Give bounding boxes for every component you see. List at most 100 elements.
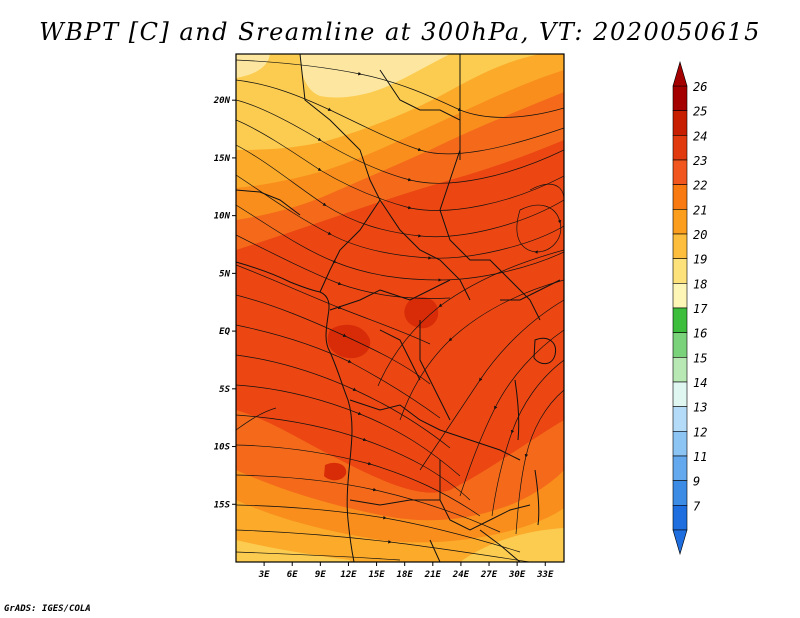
colorbar-bottom-arrow xyxy=(672,529,688,556)
colorbar-label: 13 xyxy=(693,401,707,415)
lon-label: 24E xyxy=(452,570,470,580)
lon-label: 15E xyxy=(368,570,385,580)
colorbar-swatch xyxy=(672,258,688,284)
lat-label: 15S xyxy=(214,500,231,510)
colorbar-swatch xyxy=(672,431,688,457)
colorbar-swatch xyxy=(672,480,688,506)
field-south-20 xyxy=(236,540,350,562)
lon-label: 30E xyxy=(508,570,526,580)
colorbar-swatch xyxy=(672,233,688,259)
colorbar-label: 12 xyxy=(693,425,707,439)
streamline xyxy=(516,204,562,254)
colorbar-label: 19 xyxy=(693,253,707,267)
colorbar-swatch xyxy=(672,159,688,185)
streamline xyxy=(377,249,564,387)
lat-label: 10S xyxy=(214,443,231,453)
colorbar-label: 24 xyxy=(693,129,707,143)
streamlines xyxy=(236,59,564,562)
colorbar-label: 21 xyxy=(693,203,707,217)
lake-malawi xyxy=(534,469,540,526)
colorbar-swatch xyxy=(672,332,688,358)
longitude-axis: 3E 6E 9E 12E 15E 18E 21E 24E 27E 30E 33E xyxy=(258,562,554,580)
colorbar-swatch xyxy=(672,283,688,309)
colorbar-label: 22 xyxy=(693,179,707,193)
chart-title: WBPT [C] and Sreamline at 300hPa, VT: 20… xyxy=(39,18,761,46)
streamline xyxy=(399,279,564,421)
streamline xyxy=(459,329,564,497)
colorbar-label: 9 xyxy=(693,475,700,489)
grads-credit: GrADS: IGES/COLA xyxy=(4,604,91,614)
colorbar-swatch xyxy=(672,505,688,531)
field-center-25c xyxy=(324,462,347,481)
border-5 xyxy=(329,279,451,311)
colorbar-label: 20 xyxy=(693,228,707,242)
lake-tanganyika xyxy=(514,379,520,441)
colorbar-label: 23 xyxy=(693,154,707,168)
lake-victoria xyxy=(533,337,557,365)
map-frame xyxy=(235,53,565,563)
streamline xyxy=(236,264,431,345)
field-south-21 xyxy=(236,500,564,562)
colorbar-label: 26 xyxy=(693,80,707,94)
lon-label: 27E xyxy=(480,570,498,580)
colorbar-swatch xyxy=(672,307,688,333)
colorbar-label: 17 xyxy=(693,302,708,316)
streamline xyxy=(236,119,564,211)
lat-label: 10N xyxy=(214,212,231,222)
colorbar-label: 14 xyxy=(693,376,707,390)
lat-label: 15N xyxy=(214,154,231,164)
colorbar-swatch xyxy=(672,209,688,235)
streamline xyxy=(236,444,481,517)
streamline xyxy=(236,414,471,501)
colorbar-swatch xyxy=(672,85,688,111)
streamline xyxy=(236,474,501,533)
colorbar-top-arrow xyxy=(672,60,688,87)
streamline xyxy=(236,204,564,282)
lat-label: EQ xyxy=(219,327,230,337)
colorbar-swatch xyxy=(672,357,688,383)
lon-label: 6E xyxy=(287,570,298,580)
streamline xyxy=(491,359,564,517)
streamline xyxy=(515,389,564,535)
colorbar-label: 18 xyxy=(693,277,707,291)
streamline xyxy=(236,529,531,562)
border-13 xyxy=(236,189,301,216)
field-center-24 xyxy=(236,140,564,493)
colorbar-label: 15 xyxy=(693,351,707,365)
border-11 xyxy=(429,539,441,562)
lon-label: 9E xyxy=(315,570,326,580)
streamline xyxy=(419,299,564,471)
colorbar-swatch xyxy=(672,110,688,136)
west-africa-coast xyxy=(236,261,355,562)
field-north-19b xyxy=(236,54,270,78)
colorbar-label: 16 xyxy=(693,327,707,341)
lon-label: 3E xyxy=(258,570,270,580)
lon-label: 33E xyxy=(536,570,554,580)
streamline xyxy=(236,59,564,118)
border-8 xyxy=(379,329,421,381)
lat-label: 5S xyxy=(219,385,230,395)
border-6 xyxy=(349,399,521,461)
streamline xyxy=(236,407,277,431)
colorbar-label: 25 xyxy=(693,105,707,119)
field-center-25b xyxy=(404,296,439,329)
colorbar-swatch xyxy=(672,135,688,161)
border-12 xyxy=(479,529,521,562)
lon-label: 12E xyxy=(340,570,357,580)
wbpt-shading xyxy=(236,54,564,562)
streamline xyxy=(236,324,441,419)
streamline xyxy=(236,354,451,449)
lat-label: 20N xyxy=(213,96,231,106)
streamline xyxy=(236,144,564,238)
latitude-axis: 20N 15N 10N 5N EQ 5S 10S 15S xyxy=(213,96,236,510)
colorbar-swatch xyxy=(672,406,688,432)
colorbar-label: 7 xyxy=(693,499,701,513)
colorbar-legend: 26 25 24 23 22 21 20 19 18 17 16 15 14 13 12 11 9 7 xyxy=(672,60,708,556)
lon-label: 21E xyxy=(424,570,442,580)
streamline xyxy=(236,504,521,553)
streamline xyxy=(236,294,431,385)
lat-label: 5N xyxy=(219,269,230,279)
streamline xyxy=(236,174,564,260)
colorbar-swatch xyxy=(672,381,688,407)
